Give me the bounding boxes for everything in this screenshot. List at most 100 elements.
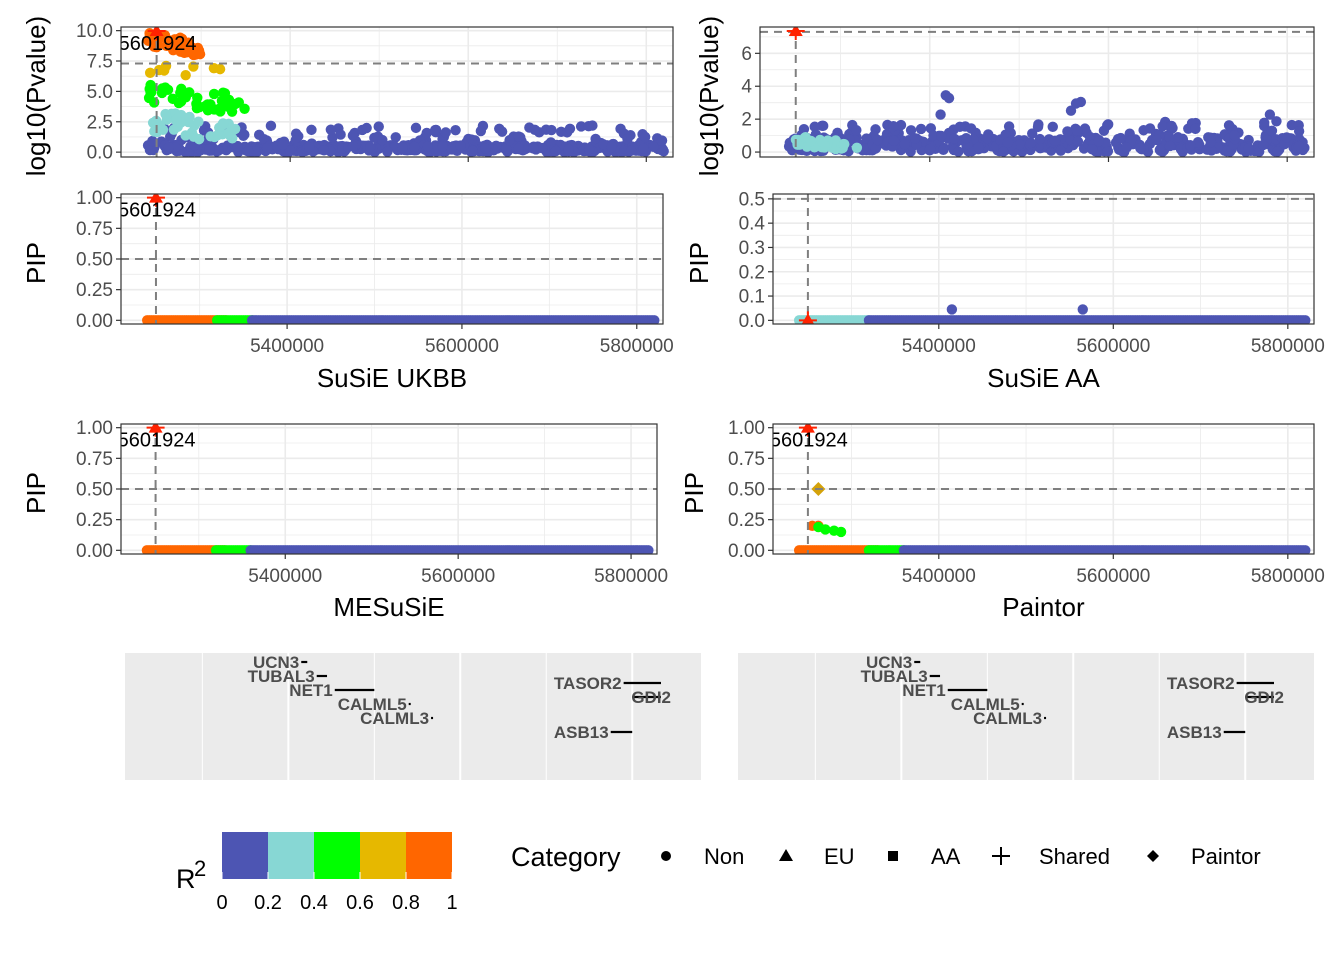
data-point (658, 146, 669, 157)
data-point (839, 138, 850, 150)
data-point (1293, 140, 1305, 152)
panel-susie_aa: 0.0 0.1 0.2 0.3 0.4 0.5 5400000 5600000 5800000 P… (684, 189, 1325, 393)
legend-key-shared: Shared (992, 844, 1110, 869)
data-point (188, 131, 199, 142)
data-point (421, 127, 432, 139)
gene-label: ASB13 (554, 723, 609, 742)
colorbar-tick-label: 0.6 (346, 892, 374, 914)
data-point (899, 139, 910, 150)
x-tick-label: 5800000 (1251, 336, 1325, 357)
data-point (215, 106, 226, 117)
category-legend-title: Category (511, 842, 621, 872)
data-point (590, 133, 601, 145)
y-axis-title: log10(Pvalue) (694, 16, 724, 176)
gene-track-background (738, 653, 1314, 780)
data-point (1003, 121, 1015, 132)
y-tick-label: 0.3 (739, 238, 765, 259)
y-axis-title: PIP (684, 242, 714, 284)
gene-label: GDI2 (631, 688, 671, 707)
y-tick-label: 0.75 (76, 219, 113, 240)
lead-marker (798, 424, 817, 437)
data-point (973, 142, 985, 153)
points (783, 90, 1310, 157)
legend-key-label: Non (704, 844, 744, 869)
colorbar-segment (360, 832, 406, 879)
data-point (546, 124, 557, 136)
data-point (217, 118, 229, 129)
x-tick-label: 5400000 (250, 336, 324, 357)
data-point (583, 144, 595, 155)
data-point (265, 120, 277, 132)
lead-marker (147, 27, 166, 40)
data-point (192, 92, 203, 103)
data-point (943, 92, 955, 104)
data-point (494, 123, 505, 135)
data-point (1055, 145, 1066, 156)
data-point (1206, 145, 1217, 156)
data-point (813, 521, 824, 533)
panel-border (759, 26, 1315, 158)
x-tick-label: 5400000 (902, 566, 976, 587)
panel-paintor: 5601924 0.00 0.25 0.50 0.75 1.00 5400000 560000… (679, 418, 1325, 622)
data-point (1047, 121, 1058, 132)
data-point (953, 146, 964, 157)
data-point (455, 140, 466, 151)
y-tick-label: 1.00 (76, 418, 113, 439)
data-point (1266, 125, 1278, 137)
y-tick-label: 0.0 (739, 311, 765, 332)
data-point (529, 124, 540, 135)
y-axis-title: PIP (21, 242, 51, 284)
y-tick-label: 10.0 (76, 21, 113, 42)
data-point (1034, 133, 1046, 145)
gene-label: ASB13 (1167, 723, 1222, 742)
gene-label: NET1 (902, 681, 945, 700)
plot-panels: 5601924 0.0 2.5 5.0 7.5 10.0 log10(Pvalue) 0 2 4 6… (21, 16, 1325, 622)
data-point (1190, 123, 1201, 135)
gene-label: TUBAL3 (248, 667, 315, 686)
data-point (318, 144, 329, 156)
colorbar-title: R (176, 864, 196, 894)
colorbar-segment (222, 832, 268, 879)
gene-label: GDI2 (1244, 688, 1284, 707)
gene-label: CALML5 (951, 695, 1020, 714)
data-point (583, 121, 594, 132)
panel-border (772, 193, 1315, 325)
data-point (373, 121, 384, 132)
legend-key-label: AA (931, 844, 961, 869)
data-point (180, 69, 191, 81)
triangle-icon (779, 849, 793, 861)
data-point (1166, 120, 1177, 132)
data-point (213, 145, 224, 156)
data-point (1281, 132, 1292, 143)
lead-snp-label: 5601924 (119, 33, 197, 55)
data-point (924, 143, 936, 155)
data-point (1138, 125, 1149, 136)
data-point (915, 123, 927, 135)
x-axis-title: SuSiE AA (987, 363, 1100, 393)
y-tick-label: 0.25 (76, 280, 113, 301)
data-point (1151, 134, 1162, 146)
data-point (143, 92, 155, 104)
data-point (217, 87, 229, 98)
data-point (1157, 121, 1168, 132)
data-point (480, 143, 491, 154)
data-point (1077, 304, 1088, 315)
data-point (1135, 142, 1146, 154)
data-point (1086, 144, 1098, 155)
data-point (214, 63, 226, 75)
data-point (1205, 137, 1217, 148)
legend-key-aa: AA (888, 844, 961, 869)
data-point (1164, 132, 1175, 143)
data-point (1154, 144, 1166, 156)
data-point (1257, 139, 1269, 151)
colorbar-tick-label: 0.2 (254, 892, 282, 914)
data-point (1070, 98, 1082, 109)
data-point (998, 146, 1009, 157)
colorbar-tick-label: 0 (216, 892, 227, 914)
data-point (446, 144, 458, 155)
data-point (1025, 137, 1036, 149)
data-point (575, 121, 587, 132)
colorbar-tick-label: 0.8 (392, 892, 420, 914)
